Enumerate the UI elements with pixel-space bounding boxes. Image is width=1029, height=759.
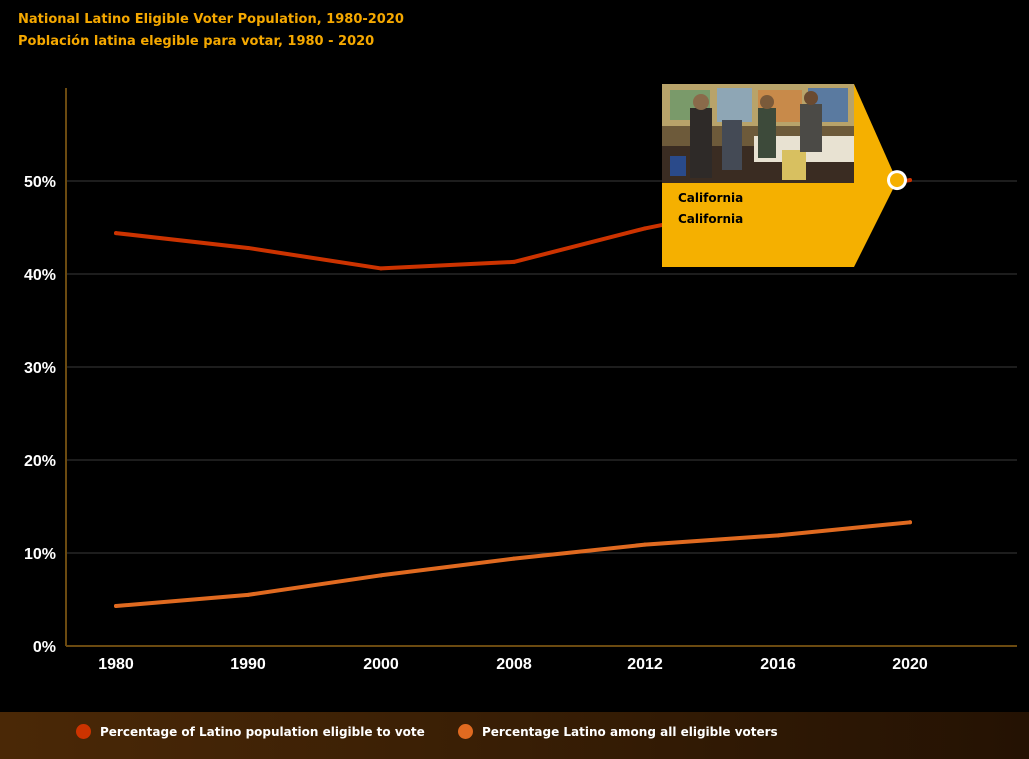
- chart-subtitle: Población latina elegible para votar, 19…: [18, 34, 375, 49]
- data-point[interactable]: [512, 259, 516, 264]
- series-line-1: [114, 520, 912, 609]
- callout-label: California California: [678, 188, 743, 230]
- x-tick-label: 2008: [496, 656, 532, 673]
- data-point[interactable]: [643, 226, 647, 231]
- data-point[interactable]: [776, 533, 780, 538]
- line-chart: 0% 10% 20% 30% 40% 50% 1980 1990 2000 2008 2012 20…: [24, 84, 1017, 673]
- y-tick-label: 40%: [24, 267, 56, 284]
- data-point[interactable]: [246, 592, 250, 597]
- y-tick-label: 30%: [24, 360, 56, 377]
- x-axis-ticks: 1980 1990 2000 2008 2012 2016 2020: [98, 656, 928, 673]
- chart-title: National Latino Eligible Voter Populatio…: [18, 12, 404, 27]
- gridlines: [66, 180, 1017, 554]
- highlight-dot[interactable]: [890, 173, 904, 188]
- legend-item-latino-share[interactable]: Percentage Latino among all eligible vot…: [458, 724, 778, 739]
- data-point[interactable]: [643, 542, 647, 547]
- y-tick-label: 0%: [33, 639, 56, 656]
- chart-titles: National Latino Eligible Voter Populatio…: [18, 9, 404, 53]
- legend-dot-icon: [76, 724, 91, 739]
- x-tick-label: 2016: [760, 656, 796, 673]
- polling-place-photo: [662, 84, 854, 183]
- x-tick-label: 2020: [892, 656, 928, 673]
- x-tick-label: 1990: [230, 656, 266, 673]
- y-tick-label: 10%: [24, 546, 56, 563]
- axes: [65, 88, 1017, 647]
- legend-item-eligible-share[interactable]: Percentage of Latino population eligible…: [76, 724, 425, 739]
- data-point[interactable]: [908, 520, 912, 525]
- data-point[interactable]: [512, 556, 516, 561]
- x-tick-label: 2000: [363, 656, 399, 673]
- y-tick-label: 20%: [24, 453, 56, 470]
- data-point[interactable]: [379, 266, 383, 271]
- legend: Percentage of Latino population eligible…: [0, 712, 1029, 759]
- legend-label: Percentage of Latino population eligible…: [100, 724, 425, 739]
- data-point[interactable]: [246, 245, 250, 250]
- callout-line-2: California: [678, 212, 744, 226]
- x-tick-label: 1980: [98, 656, 134, 673]
- y-tick-label: 50%: [24, 174, 56, 191]
- highlight-marker[interactable]: [887, 170, 907, 191]
- data-point[interactable]: [379, 573, 383, 578]
- data-point[interactable]: [114, 604, 118, 609]
- x-tick-label: 2012: [627, 656, 663, 673]
- data-point[interactable]: [908, 178, 912, 183]
- legend-dot-icon: [458, 724, 473, 739]
- callout-line-1: California: [678, 191, 744, 205]
- data-point[interactable]: [114, 231, 118, 236]
- callout-pointer: [854, 84, 897, 267]
- y-axis-ticks: 0% 10% 20% 30% 40% 50%: [24, 174, 56, 656]
- legend-label: Percentage Latino among all eligible vot…: [482, 724, 778, 739]
